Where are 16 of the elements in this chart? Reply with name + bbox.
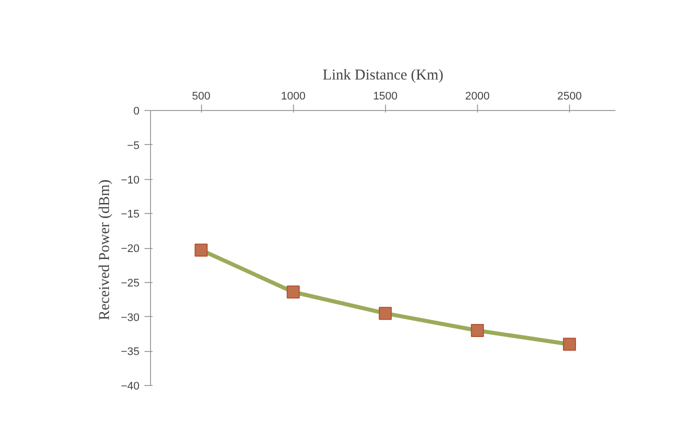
y-tick-label: −40 (120, 380, 140, 392)
x-tick-label: 1500 (373, 90, 398, 102)
x-tick-label: 1000 (280, 90, 306, 102)
y-tick-label: −10 (120, 174, 140, 186)
y-tick-label: −15 (120, 208, 140, 221)
x-tick-label: 2000 (465, 90, 490, 102)
y-tick-label: −35 (120, 346, 140, 358)
x-tick-label: 500 (192, 90, 210, 102)
y-tick-label: 0 (133, 106, 140, 118)
y-tick-label: −5 (126, 140, 140, 152)
y-tick-label: −30 (120, 312, 140, 324)
y-tick-label: −20 (120, 243, 140, 255)
x-tick-label: 2500 (557, 90, 582, 102)
y-tick-label: −25 (120, 277, 140, 290)
y-axis-title: Received Power (dBm) (96, 179, 113, 320)
x-axis-title: Link Distance (Km) (322, 68, 444, 84)
